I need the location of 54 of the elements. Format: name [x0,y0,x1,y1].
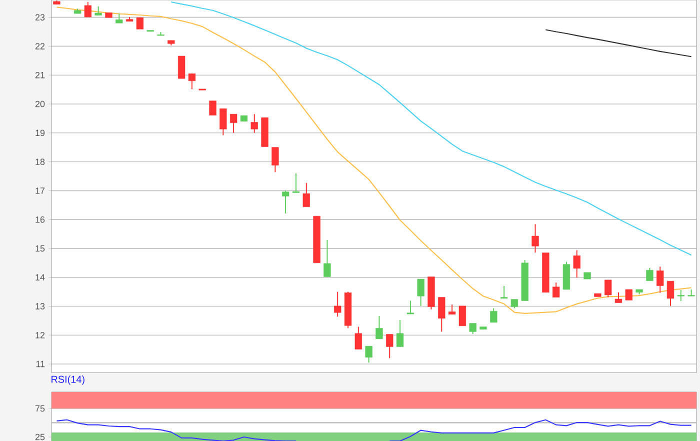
candlestick [573,250,580,278]
y-tick-label: 75 [35,405,45,412]
y-tick-label: 17 [36,188,45,194]
y-tick-label: 20 [35,100,45,108]
y-tick-label: 19 [36,130,45,136]
candlestick [84,2,92,18]
y-tick-label: 14 [36,274,45,280]
chart-title: RSI(14) [52,376,84,385]
candlestick [458,305,466,326]
y-tick-label: 18 [36,158,45,165]
candlestick [625,288,632,301]
y-tick-label: 16 [36,216,45,223]
candlestick [188,73,196,90]
candlestick [178,56,186,80]
candlestick [386,334,394,359]
candlestick [646,267,654,282]
candlestick [417,278,424,306]
candlestick [282,190,290,214]
candlestick [136,17,144,30]
candlestick [376,316,383,340]
candlestick [406,300,414,315]
candlestick [272,146,279,173]
y-tick-label: 15 [36,245,45,252]
y-tick-label: 12 [36,332,45,338]
candlestick [448,304,456,315]
candlestick [292,172,300,194]
candlestick [532,224,539,253]
candlestick [490,308,498,323]
candlestick [116,13,123,24]
candlestick [552,282,560,298]
y-tick-label: 11 [36,360,45,368]
y-tick-label: 23 [35,14,45,20]
candlestick [666,280,674,306]
candlestick [604,279,612,298]
candlestick [656,266,664,294]
candlestick [230,114,238,134]
candlestick [324,240,331,278]
candlestick [614,292,622,304]
candlestick [500,286,508,299]
y-tick-label: 13 [36,303,45,310]
candlestick [677,290,684,302]
y-tick-label: 21 [35,72,45,78]
candlestick [334,291,342,318]
candlestick [220,108,227,136]
candlestick [302,182,310,208]
candlestick [209,100,216,116]
y-tick-label: 22 [35,43,45,50]
y-tick-label: 25 [35,434,45,440]
candlestick [469,322,476,334]
candlestick [396,320,404,348]
candlestick [438,296,446,332]
candlestick [250,114,258,134]
candlestick [354,326,362,350]
candlestick [365,346,372,364]
